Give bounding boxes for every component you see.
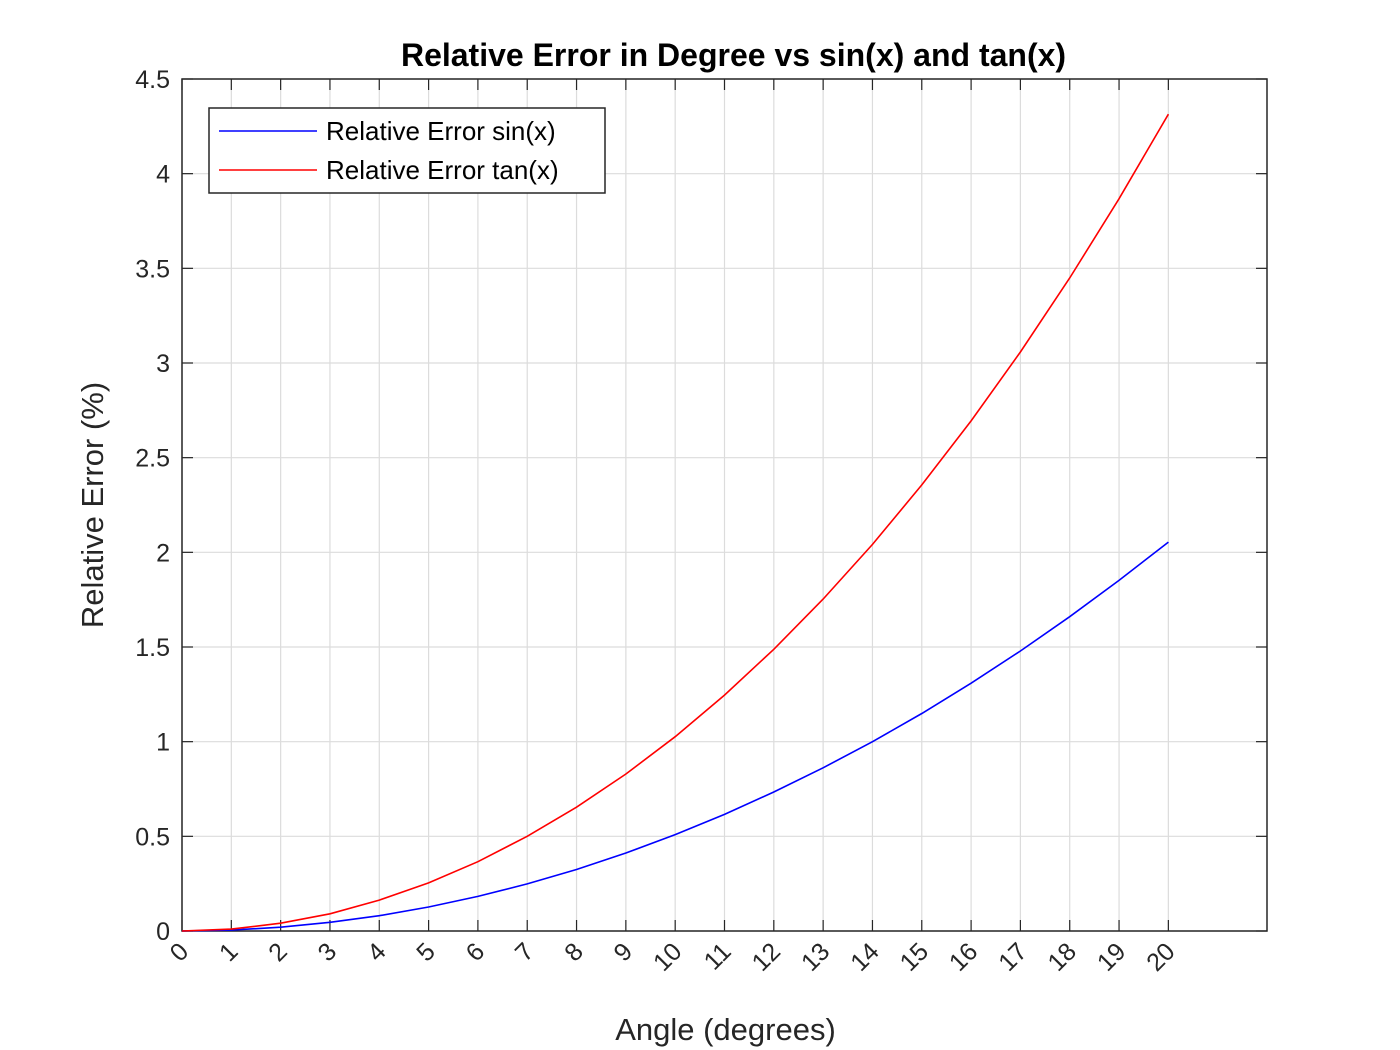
x-tick-label: 11 xyxy=(699,937,737,975)
y-tick-label: 4 xyxy=(156,161,170,189)
x-tick-label: 3 xyxy=(313,937,343,967)
y-tick-label: 4.5 xyxy=(135,66,170,94)
x-tick-label: 18 xyxy=(1043,937,1082,976)
y-tick-label: 0 xyxy=(156,918,170,946)
x-tick-label: 14 xyxy=(845,937,885,977)
x-tick-label: 13 xyxy=(796,937,835,976)
x-tick-label: 19 xyxy=(1092,937,1131,976)
x-axis-label: Angle (degrees) xyxy=(615,1012,836,1047)
y-tick-label: 0.5 xyxy=(135,823,170,851)
y-tick-label: 2 xyxy=(156,539,170,567)
legend: Relative Error sin(x) Relative Error tan(… xyxy=(208,107,606,194)
series-line-tan xyxy=(181,113,1170,932)
x-tick-label: 6 xyxy=(461,937,491,967)
x-tick-label: 1 xyxy=(214,937,244,967)
axis-ticks: 0 1 2 3 4 5 6 7 8 9 10 11 12 13 14 15 16 17 18 19 2000.511.5… xyxy=(135,66,1267,977)
x-tick-label: 8 xyxy=(559,937,589,967)
series-line-sin xyxy=(181,541,1169,932)
x-tick-label: 7 xyxy=(510,937,540,967)
series-lines xyxy=(181,113,1170,932)
x-tick-label: 15 xyxy=(895,937,934,976)
grid-lines xyxy=(181,78,1267,932)
legend-label: Relative Error sin(x) xyxy=(326,116,556,146)
x-tick-label: 4 xyxy=(362,937,392,967)
y-tick-label: 2.5 xyxy=(135,445,170,473)
legend-box xyxy=(208,107,606,194)
x-tick-label: 5 xyxy=(411,937,441,967)
y-tick-label: 3.5 xyxy=(135,255,170,283)
x-tick-label: 9 xyxy=(608,937,638,967)
chart-title: Relative Error in Degree vs sin(x) and t… xyxy=(401,37,1066,73)
y-tick-label: 3 xyxy=(156,350,170,378)
y-tick-label: 1 xyxy=(156,729,170,757)
y-axis-label: Relative Error (%) xyxy=(75,382,110,628)
x-tick-label: 20 xyxy=(1141,937,1180,976)
x-tick-label: 12 xyxy=(747,937,786,976)
y-tick-label: 1.5 xyxy=(135,634,170,662)
x-tick-label: 10 xyxy=(648,937,687,976)
x-tick-label: 2 xyxy=(263,937,293,967)
legend-label: Relative Error tan(x) xyxy=(326,155,559,185)
x-tick-label: 16 xyxy=(944,937,983,976)
x-tick-label: 17 xyxy=(993,937,1032,976)
